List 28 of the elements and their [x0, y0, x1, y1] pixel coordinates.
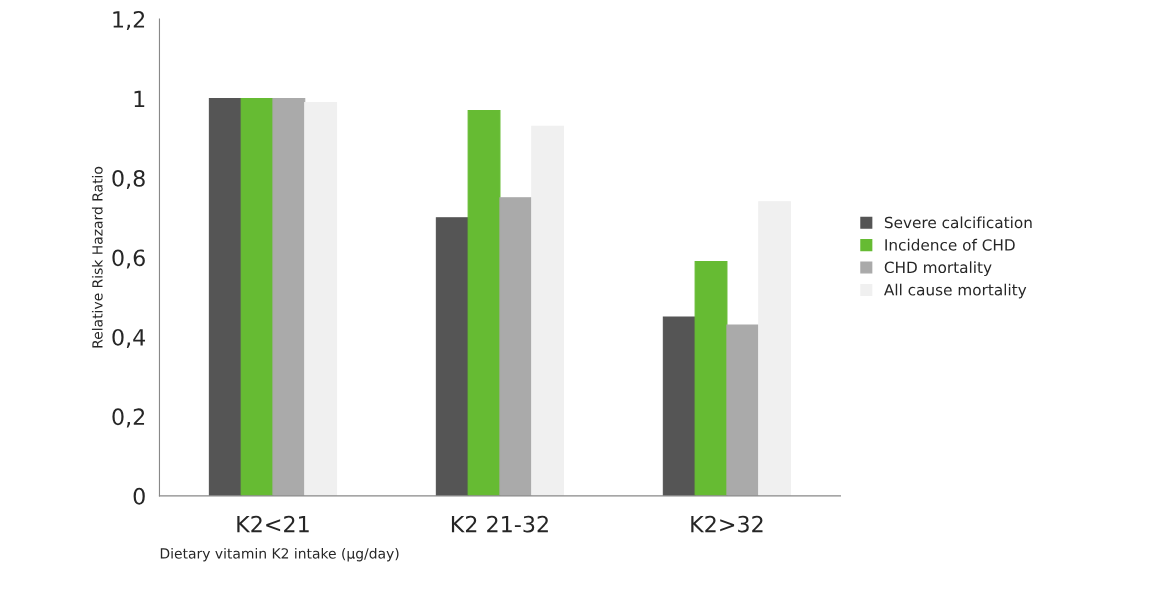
legend-label: Incidence of CHD: [885, 238, 1015, 251]
y-tick-label: 0,2: [112, 408, 145, 428]
y-axis-title: Relative Risk Hazard Ratio: [91, 166, 103, 348]
bar: [272, 97, 306, 496]
bar: [531, 125, 565, 496]
y-tick-label: 1,2: [113, 11, 145, 31]
bar: [662, 316, 696, 496]
bar: [435, 217, 469, 496]
y-tick-label: 0,8: [112, 169, 145, 190]
y-tick-label: 1: [134, 90, 145, 107]
bar: [694, 260, 728, 496]
bar: [499, 197, 533, 496]
bar: [208, 97, 242, 496]
legend-label: CHD mortality: [884, 261, 992, 277]
x-axis-title: Dietary vitamin K2 intake (µg/day): [160, 547, 399, 562]
bar: [726, 324, 760, 496]
y-tick-label: 0,4: [112, 328, 146, 348]
x-tick-label: K2>32: [691, 515, 763, 533]
bar: [240, 97, 274, 496]
y-tick-label: 0,6: [112, 249, 145, 269]
legend-label: All cause mortality: [884, 283, 1027, 299]
legend-label: Severe calcification: [884, 216, 1032, 229]
bar: [467, 109, 501, 496]
bar: [304, 101, 338, 496]
x-tick-label: K2<21: [237, 515, 309, 533]
bar: [758, 201, 792, 496]
y-tick-label: 0: [133, 487, 145, 505]
x-tick-label: K2 21-32: [451, 515, 548, 533]
